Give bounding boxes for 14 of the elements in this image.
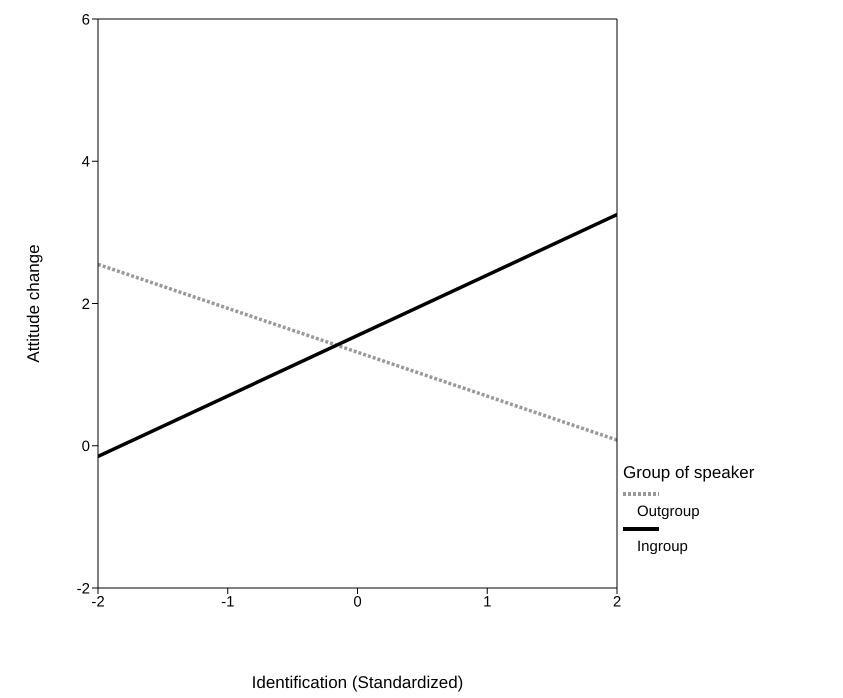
legend-title: Group of speaker xyxy=(623,463,754,483)
y-tick-label: -2 xyxy=(76,580,90,598)
legend-label: Ingroup xyxy=(637,538,689,555)
y-tick-label: 6 xyxy=(82,11,90,28)
x-tick-label: -1 xyxy=(221,594,234,611)
x-tick-label: 2 xyxy=(612,594,622,611)
x-tick-label: 0 xyxy=(353,594,362,611)
y-tick-label: 2 xyxy=(82,296,90,313)
legend-label: Outgroup xyxy=(637,503,701,520)
x-axis-title: Identification (Standardized) xyxy=(252,673,464,692)
y-axis-title: Attitude change xyxy=(24,244,44,363)
y-tick-label: 4 xyxy=(82,154,90,171)
y-tick-label: 0 xyxy=(82,438,90,456)
x-tick-label: 1 xyxy=(483,594,492,611)
